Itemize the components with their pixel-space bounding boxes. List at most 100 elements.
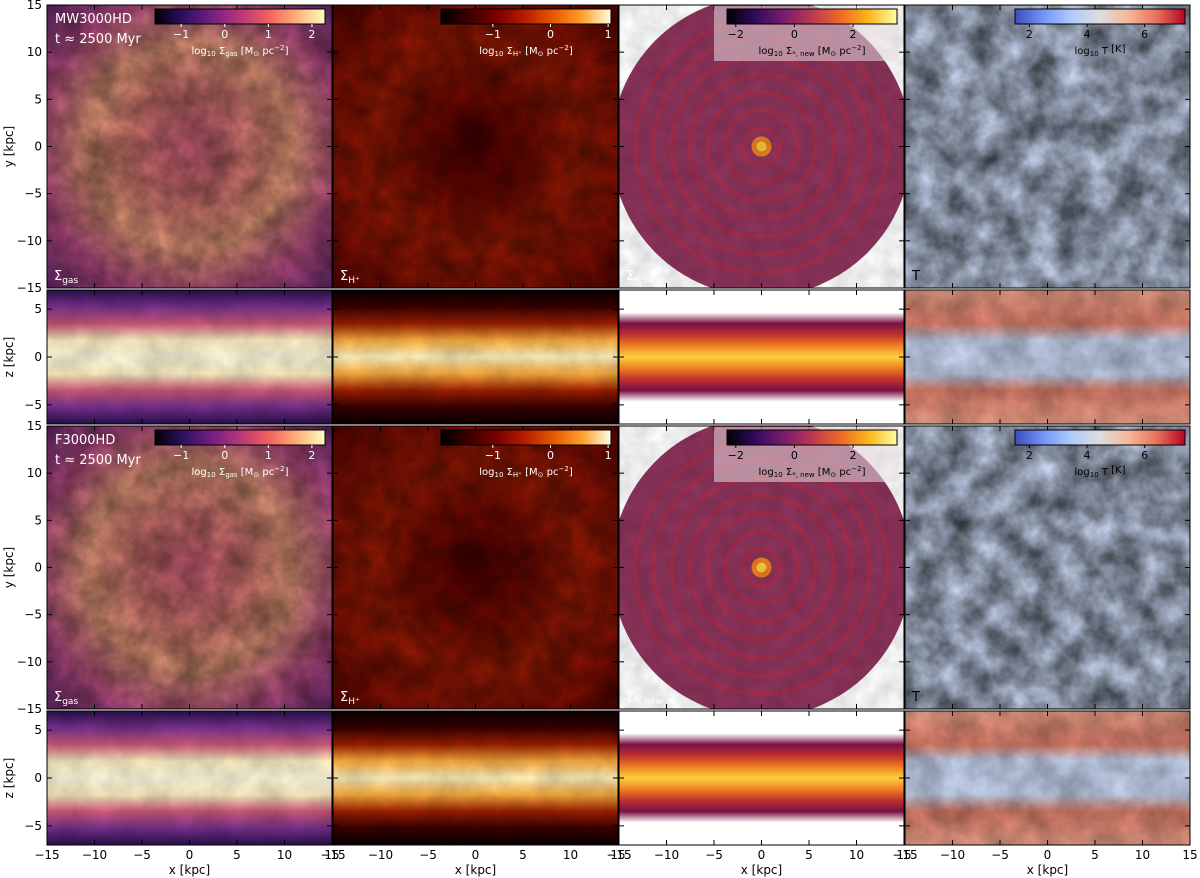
x-tick-label: −5 xyxy=(419,848,437,862)
x-tick-label: −10 xyxy=(368,848,393,862)
y-tick-label: 15 xyxy=(27,419,42,433)
colorbar xyxy=(154,8,326,25)
x-tick-label: −15 xyxy=(892,848,917,862)
colorbar-tick-label: 2 xyxy=(308,449,315,462)
y-axis-label: z [kpc] xyxy=(2,758,16,799)
colorbar-label: log10 Σ*, new [M⊙ pc−2] xyxy=(759,465,866,480)
colorbar-tick-label: −1 xyxy=(173,449,189,462)
y-tick-label: 5 xyxy=(34,302,42,316)
colorbar-tick-label: 0 xyxy=(791,28,798,41)
colorbar-tick-label: 6 xyxy=(1141,449,1148,462)
x-tick-label: 15 xyxy=(896,848,911,862)
colorbar xyxy=(440,8,612,25)
y-axis-label: y [kpc] xyxy=(2,547,16,588)
y-tick-label: 5 xyxy=(34,723,42,737)
x-tick-label: 10 xyxy=(849,848,864,862)
texture xyxy=(333,711,618,845)
y-tick-label: 5 xyxy=(34,513,42,527)
y-tick-label: −10 xyxy=(17,234,42,248)
colorbar-tick-label: 1 xyxy=(265,449,272,462)
x-tick-label: 5 xyxy=(519,848,527,862)
colorbar-tick-label: 1 xyxy=(265,28,272,41)
colorbar xyxy=(1014,8,1186,25)
panel-face-3: T 2 4 6 log10 T [K] xyxy=(904,4,1191,289)
x-tick-label: 0 xyxy=(472,848,480,862)
panel-face-1: ΣH⁺ −1 0 1 log10 ΣH⁺ [M⊙ pc−2] xyxy=(332,425,619,710)
panel-edge-3: −15 −10 −5 0 5 10 15 x [kpc] xyxy=(892,710,1198,877)
colorbar-tick-label: −2 xyxy=(728,449,744,462)
colorbar-label: log10 ΣH⁺ [M⊙ pc−2] xyxy=(479,44,573,59)
colorbar-tick-label: 0 xyxy=(791,449,798,462)
y-tick-label: 0 xyxy=(34,140,42,154)
panel-edge-3 xyxy=(904,289,1191,425)
y-axis-label: y [kpc] xyxy=(2,126,16,167)
x-tick-label: 0 xyxy=(758,848,766,862)
colorbar xyxy=(440,429,612,446)
x-tick-label: −15 xyxy=(320,848,345,862)
colorbar xyxy=(154,429,326,446)
colorbar-label: log10 ΣH⁺ [M⊙ pc−2] xyxy=(479,465,573,480)
colorbar-tick-label: 4 xyxy=(1084,28,1091,41)
x-tick-label: −10 xyxy=(82,848,107,862)
x-tick-label: 5 xyxy=(1091,848,1099,862)
colorbar-tick-label: −1 xyxy=(173,28,189,41)
y-tick-label: 10 xyxy=(27,466,42,480)
texture xyxy=(333,290,618,424)
x-tick-label: −15 xyxy=(34,848,59,862)
x-tick-label: 5 xyxy=(233,848,241,862)
image-bg xyxy=(619,711,904,845)
colorbar-label: log10 Σgas [M⊙ pc−2] xyxy=(192,465,289,480)
model-name: MW3000HD xyxy=(55,12,132,27)
time-label: t ≈ 2500 Myr xyxy=(55,32,141,47)
x-axis-label: x [kpc] xyxy=(1027,863,1068,877)
panel-face-3: T 2 4 6 log10 T [K] xyxy=(904,425,1191,710)
colorbar-tick-label: −1 xyxy=(485,449,501,462)
x-axis-label: x [kpc] xyxy=(455,863,496,877)
quantity-label: ΣH⁺ xyxy=(340,690,360,707)
x-tick-label: 15 xyxy=(610,848,625,862)
quantity-label: T xyxy=(911,269,920,284)
colorbar-tick-label: 0 xyxy=(547,28,554,41)
panel-edge-1: −15 −10 −5 0 5 10 15 x [kpc] xyxy=(320,710,626,877)
y-tick-label: 0 xyxy=(34,350,42,364)
colorbar-tick-label: 2 xyxy=(1026,28,1033,41)
time-label: t ≈ 2500 Myr xyxy=(55,453,141,468)
x-tick-label: −10 xyxy=(654,848,679,862)
model-name: F3000HD xyxy=(55,433,115,448)
colorbar xyxy=(1014,429,1186,446)
y-tick-label: 0 xyxy=(34,771,42,785)
colorbar-tick-label: 2 xyxy=(850,28,857,41)
x-tick-label: −5 xyxy=(133,848,151,862)
x-tick-label: 5 xyxy=(805,848,813,862)
x-tick-label: −5 xyxy=(991,848,1009,862)
panel-edge-0: −5 0 5 z [kpc] xyxy=(2,289,333,425)
quantity-label: ΣH⁺ xyxy=(340,269,360,286)
x-tick-label: 15 xyxy=(324,848,339,862)
texture xyxy=(905,290,1190,424)
texture xyxy=(47,5,332,288)
panel-edge-1 xyxy=(332,289,619,425)
panel-face-2: Σ*, new −2 0 2 log10 Σ*, new [M⊙ pc−2] xyxy=(618,425,905,710)
y-tick-label: −10 xyxy=(17,655,42,669)
hot-gas-texture xyxy=(905,426,1190,709)
y-tick-label: −15 xyxy=(17,702,42,716)
colorbar-tick-label: 2 xyxy=(308,28,315,41)
colorbar-tick-label: 1 xyxy=(605,28,612,41)
panel-face-2: Σ*, new −2 0 2 log10 Σ*, new [M⊙ pc−2] xyxy=(618,4,905,289)
texture xyxy=(333,426,618,709)
colorbar-label: log10 T [K] xyxy=(1074,44,1125,59)
x-tick-label: 10 xyxy=(1135,848,1150,862)
colorbar xyxy=(726,429,898,446)
x-axis-label: x [kpc] xyxy=(169,863,210,877)
colorbar-tick-label: −2 xyxy=(728,28,744,41)
y-tick-label: −15 xyxy=(17,281,42,295)
colorbar-tick-label: 2 xyxy=(1026,449,1033,462)
y-tick-label: −5 xyxy=(24,187,42,201)
colorbar xyxy=(726,8,898,25)
colorbar-tick-label: 0 xyxy=(547,449,554,462)
hot-gas-texture xyxy=(905,5,1190,288)
colorbar-label: log10 Σ*, new [M⊙ pc−2] xyxy=(759,44,866,59)
